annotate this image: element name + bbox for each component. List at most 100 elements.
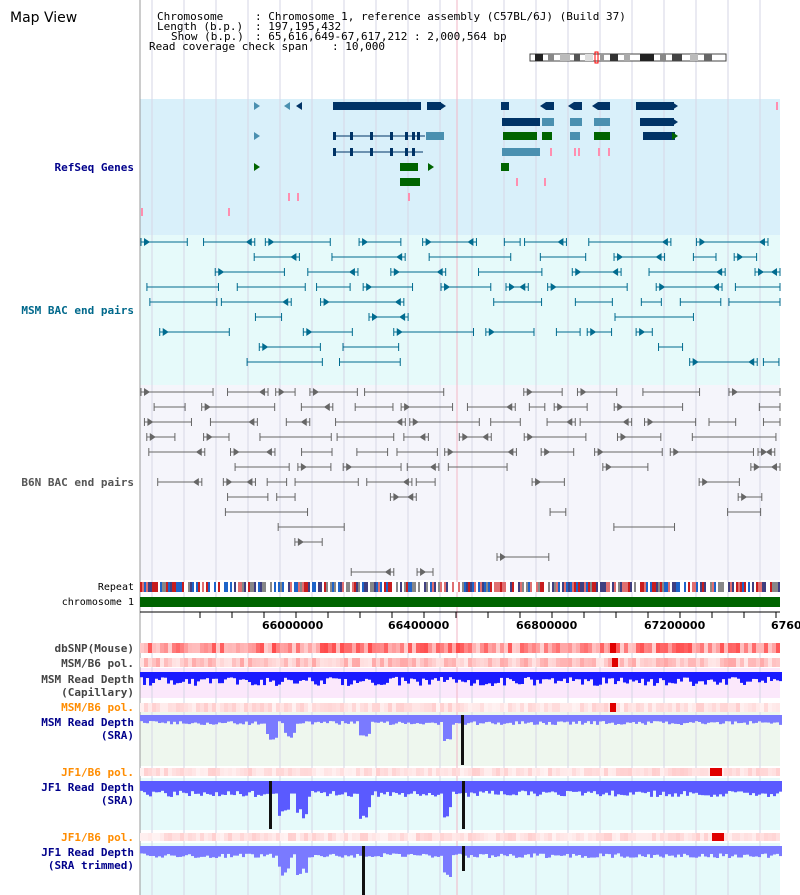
- read-depth-bar: [623, 781, 626, 796]
- polymorphism-bin: [508, 703, 512, 712]
- read-depth-bar: [179, 672, 182, 683]
- polymorphism-bin: [308, 703, 312, 712]
- read-depth-bar: [338, 781, 341, 795]
- track-label-chromosome[interactable]: chromosome 1: [61, 597, 134, 608]
- track-label-refseq[interactable]: RefSeq Genes: [54, 161, 134, 174]
- track-label-jf1-b6-pol-2[interactable]: JF1/B6 pol.: [61, 831, 134, 844]
- polymorphism-bin: [424, 703, 428, 712]
- track-label-msm-depth-sra[interactable]: MSM Read Depth (SRA): [41, 716, 134, 742]
- polymorphism-bin: [764, 833, 768, 841]
- polymorphism-bin: [276, 768, 280, 776]
- read-depth-bar: [170, 715, 173, 725]
- repeat-element: [168, 582, 170, 592]
- repeat-element: [346, 582, 348, 592]
- polymorphism-bin: [324, 768, 328, 776]
- polymorphism-bin: [220, 833, 224, 841]
- polymorphism-bin: [368, 768, 372, 776]
- read-depth-bar: [560, 672, 563, 682]
- polymorphism-bin: [564, 643, 568, 653]
- read-depth-bar: [395, 715, 398, 724]
- gene-exon: [370, 148, 373, 156]
- polymorphism-bin: [736, 658, 740, 667]
- repeat-element: [672, 582, 674, 592]
- polymorphism-bin: [504, 703, 508, 712]
- read-depth-bar: [587, 846, 590, 858]
- polymorphism-bin: [640, 703, 644, 712]
- repeat-element: [270, 582, 272, 592]
- polymorphism-bin: [688, 643, 692, 653]
- read-depth-bar: [212, 672, 215, 679]
- track-label-msm-b6-pol-2[interactable]: MSM/B6 pol.: [61, 701, 134, 714]
- gene-exon: [333, 148, 336, 156]
- polymorphism-bin: [172, 768, 176, 776]
- read-depth-bar: [428, 715, 431, 723]
- polymorphism-bin: [528, 768, 532, 776]
- track-label-repeat[interactable]: Repeat: [97, 582, 134, 593]
- read-depth-bar: [209, 715, 212, 725]
- repeat-element: [484, 582, 486, 592]
- polymorphism-bin: [176, 833, 180, 841]
- read-depth-bar: [302, 781, 305, 819]
- read-depth-bar: [200, 715, 203, 725]
- read-depth-bar: [440, 715, 443, 722]
- polymorphism-bin: [684, 768, 688, 776]
- track-label-jf1-depth-sra[interactable]: JF1 Read Depth (SRA): [41, 781, 134, 807]
- bac-end-arrow: [372, 313, 379, 321]
- polymorphism-bin: [160, 658, 164, 667]
- read-depth-bar: [533, 846, 536, 854]
- read-depth-bar: [614, 781, 617, 797]
- polymorphism-bin: [188, 833, 192, 841]
- read-depth-bar: [542, 715, 545, 724]
- read-depth-bar: [554, 846, 557, 856]
- track-label-dbsnp[interactable]: dbSNP(Mouse): [54, 642, 134, 655]
- read-depth-bar: [317, 781, 320, 792]
- track-label-jf1-b6-pol[interactable]: JF1/B6 pol.: [61, 766, 134, 779]
- repeat-element: [752, 582, 754, 592]
- track-label-b6n-bac[interactable]: B6N BAC end pairs: [21, 476, 134, 489]
- polymorphism-bin: [444, 833, 448, 841]
- polymorphism-bin: [728, 643, 732, 653]
- polymorphism-bin: [388, 658, 392, 667]
- track-label-jf1-depth-trimmed[interactable]: JF1 Read Depth (SRA trimmed): [41, 846, 134, 872]
- polymorphism-bin: [520, 833, 524, 841]
- read-depth-bar: [185, 672, 188, 680]
- polymorphism-bin: [356, 703, 360, 712]
- polymorphism-bin: [168, 658, 172, 667]
- repeat-element: [202, 582, 204, 592]
- repeat-element: [414, 582, 416, 592]
- polymorphism-bin: [572, 768, 576, 776]
- polymorphism-bin: [604, 703, 608, 712]
- read-depth-bar: [575, 781, 578, 792]
- polymorphism-bin: [284, 768, 288, 776]
- read-depth-bar: [761, 715, 764, 723]
- read-depth-bar: [725, 781, 728, 794]
- repeat-element: [512, 582, 514, 592]
- read-depth-bar: [701, 672, 704, 682]
- polymorphism-bin: [764, 768, 768, 776]
- read-depth-bar: [191, 672, 194, 679]
- read-depth-bar: [641, 715, 644, 724]
- repeat-element: [572, 582, 574, 592]
- read-depth-bar: [371, 715, 374, 722]
- read-depth-bar: [389, 672, 392, 679]
- read-depth-bar: [644, 846, 647, 857]
- repeat-element: [592, 582, 594, 592]
- read-depth-bar: [410, 672, 413, 679]
- read-depth-bar: [515, 846, 518, 858]
- bac-end-arrow: [204, 403, 211, 411]
- read-depth-bar: [257, 846, 260, 858]
- polymorphism-bin: [512, 768, 516, 776]
- polymorphism-bin: [676, 643, 680, 653]
- polymorphism-bin: [428, 703, 432, 712]
- track-label-msm-bac[interactable]: MSM BAC end pairs: [21, 304, 134, 317]
- read-depth-bar: [473, 715, 476, 722]
- polymorphism-bin: [604, 833, 608, 841]
- repeat-element: [364, 582, 366, 592]
- polymorphism-bin: [184, 833, 188, 841]
- track-label-msm-b6-pol[interactable]: MSM/B6 pol.: [61, 657, 134, 670]
- read-depth-bar: [254, 715, 257, 722]
- track-label-msm-depth-capillary[interactable]: MSM Read Depth (Capillary): [41, 673, 134, 699]
- polymorphism-bin: [692, 658, 696, 667]
- repeat-element: [722, 582, 724, 592]
